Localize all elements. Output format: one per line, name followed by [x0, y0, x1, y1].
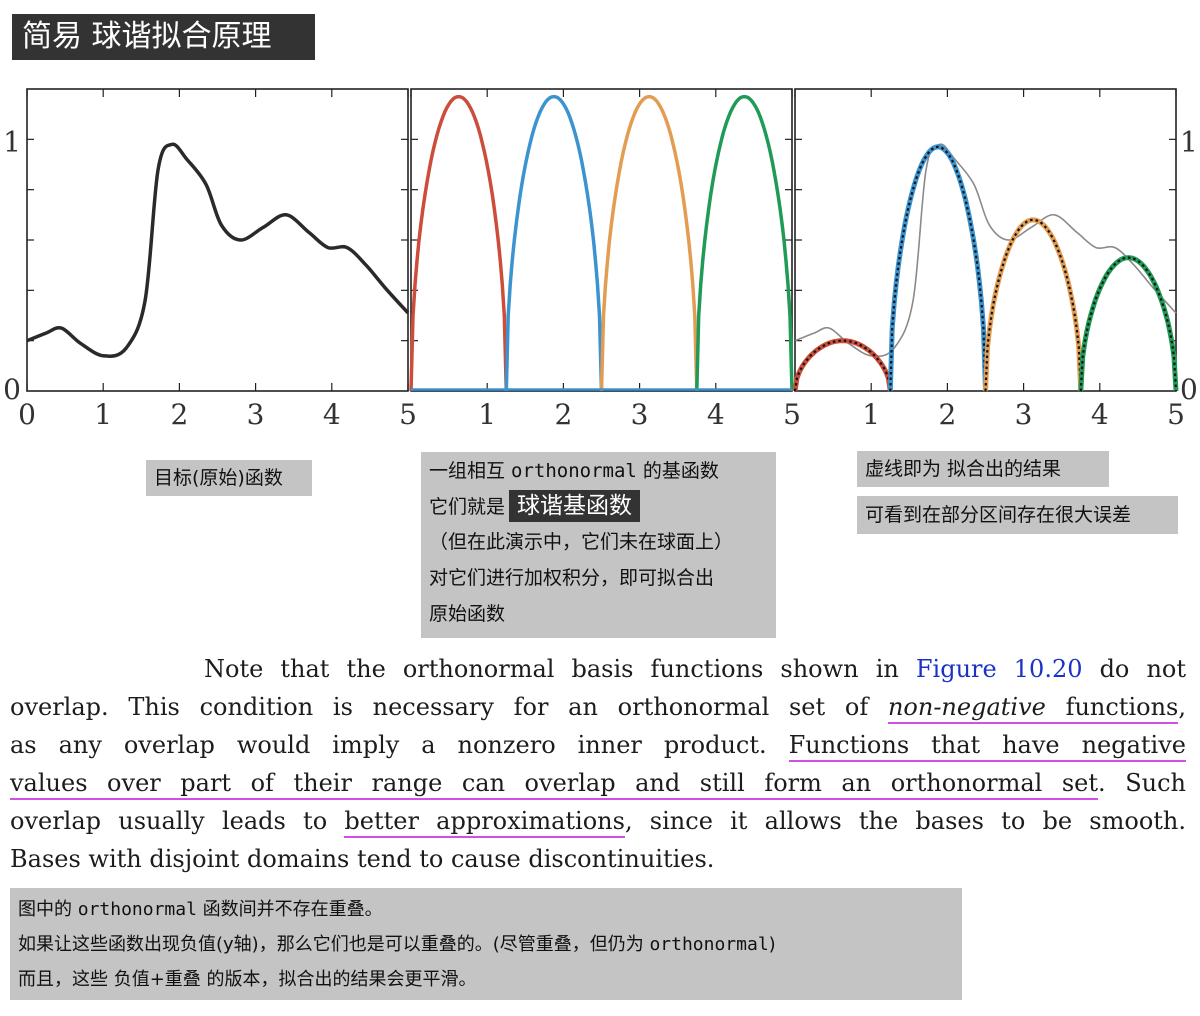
y-tick-label: 1 — [1180, 125, 1198, 158]
text-run: Note that the orthonormal basis function… — [204, 655, 916, 683]
caption-text: 虚线即为 拟合出的结果 — [865, 458, 1062, 480]
x-tick-label: 4 — [1091, 398, 1109, 431]
x-tick-label: 1 — [478, 398, 496, 431]
x-tick-label: 2 — [938, 398, 956, 431]
note-code: orthonormal — [77, 899, 197, 920]
text-run: do not — [1082, 655, 1186, 683]
fit-dotted-line — [984, 218, 1082, 392]
caption-line: 对它们进行加权积分，即可拟合出 — [429, 567, 715, 589]
note-text: 函数间并不存在重叠。 — [196, 899, 383, 920]
y-tick-label: 0 — [1180, 373, 1198, 406]
caption-text: 可看到在部分区间存在很大误差 — [865, 504, 1132, 526]
text-run: as any overlap would imply a nonzero inn… — [10, 731, 789, 759]
caption-fit-error: 可看到在部分区间存在很大误差 — [857, 496, 1178, 534]
x-tick-label: 5 — [1167, 398, 1185, 431]
note-code: orthonormal — [649, 934, 769, 955]
basis-fit-line — [1078, 255, 1179, 392]
target-function-thin-line — [794, 143, 1177, 358]
y-tick-label: 0 — [3, 373, 21, 406]
fit-dotted-line — [889, 145, 987, 392]
figure-link[interactable]: Figure 10.20 — [915, 655, 1083, 683]
caption-text: 的基函数 — [636, 460, 719, 482]
fit-dotted-line — [793, 339, 892, 392]
body-paragraph: Note that the orthonormal basis function… — [10, 650, 1186, 878]
text-run: , — [1178, 693, 1186, 721]
caption-text: 一组相互 — [429, 460, 512, 482]
x-tick-label: 2 — [170, 398, 188, 431]
note-text: ) — [768, 934, 776, 955]
x-tick-label: 4 — [323, 398, 341, 431]
paragraph-line: values over part of their range can over… — [10, 764, 1186, 802]
note-line: 如果让这些函数出现负值(y轴)，那么它们也是可以重叠的。(尽管重叠，但仍为 or… — [18, 927, 962, 962]
caption-line: （但在此演示中，它们未在球面上） — [429, 531, 734, 553]
page-title: 简易 球谐拟合原理 — [12, 14, 315, 60]
note-text: 图中的 — [18, 899, 78, 920]
basis-function-line — [599, 94, 699, 392]
x-tick-label: 3 — [1015, 398, 1033, 431]
emphasis-text: non-negative — [887, 693, 1046, 721]
text-run: . Such — [1098, 769, 1186, 797]
note-line: 而且，这些 负值+重叠 的版本，拟合出的结果会更平滑。 — [18, 969, 477, 990]
paragraph-line: Bases with disjoint domains tend to caus… — [10, 845, 715, 873]
caption-highlight: 球谐基函数 — [509, 490, 641, 522]
x-tick-label: 0 — [18, 398, 36, 431]
text-run: overlap. This condition is necessary for… — [10, 693, 888, 721]
text-run: overlap usually leads to — [10, 807, 345, 835]
paragraph-line: as any overlap would imply a nonzero inn… — [10, 726, 1186, 764]
underlined-text: Functions that have negative — [788, 731, 1186, 762]
x-tick-label: 4 — [707, 398, 725, 431]
caption-target-function: 目标(原始)函数 — [146, 460, 312, 496]
caption-fit-result: 虚线即为 拟合出的结果 — [857, 451, 1109, 487]
caption-line: 原始函数 — [429, 603, 506, 625]
x-tick-label: 5 — [783, 398, 801, 431]
y-tick-label: 1 — [3, 125, 21, 158]
note-text: 如果让这些函数出现负值(y轴)，那么它们也是可以重叠的。(尽管重叠，但仍为 — [18, 934, 650, 955]
note-line: 图中的 orthonormal 函数间并不存在重叠。 — [18, 892, 962, 927]
caption-line: 一组相互 orthonormal 的基函数 — [429, 454, 776, 488]
underlined-text: values over part of their range can over… — [10, 769, 1099, 800]
basis-fit-line — [887, 144, 988, 392]
caption-line: 它们就是 球谐基函数 — [429, 488, 776, 524]
text-run: , since it allows the bases to be smooth… — [624, 807, 1187, 835]
x-tick-label: 2 — [554, 398, 572, 431]
paragraph-line: overlap usually leads to better approxim… — [10, 802, 1186, 840]
basis-function-line — [409, 94, 509, 392]
bottom-note: 图中的 orthonormal 函数间并不存在重叠。 如果让这些函数出现负值(y… — [10, 888, 962, 1000]
caption-basis-functions: 一组相互 orthonormal 的基函数 它们就是 球谐基函数 （但在此演示中，… — [421, 452, 776, 638]
basis-fit-line — [983, 217, 1084, 392]
caption-code: orthonormal — [511, 460, 637, 482]
basis-function-line — [504, 94, 604, 392]
x-tick-label: 5 — [399, 398, 417, 431]
caption-text: 目标(原始)函数 — [154, 467, 283, 489]
fit-dotted-line — [1079, 256, 1178, 392]
paragraph-line: Note that the orthonormal basis function… — [10, 650, 1186, 688]
x-tick-label: 3 — [631, 398, 649, 431]
x-tick-label: 1 — [94, 398, 112, 431]
basis-fit-line — [792, 338, 893, 392]
underlined-text: better approximations — [344, 807, 625, 838]
target-function-line — [26, 142, 410, 358]
x-tick-label: 3 — [247, 398, 265, 431]
paragraph-line: overlap. This condition is necessary for… — [10, 688, 1186, 726]
x-tick-label: 1 — [862, 398, 880, 431]
text-run: functions — [1045, 693, 1179, 721]
basis-function-line — [695, 94, 794, 392]
caption-text: 它们就是 — [429, 496, 506, 518]
